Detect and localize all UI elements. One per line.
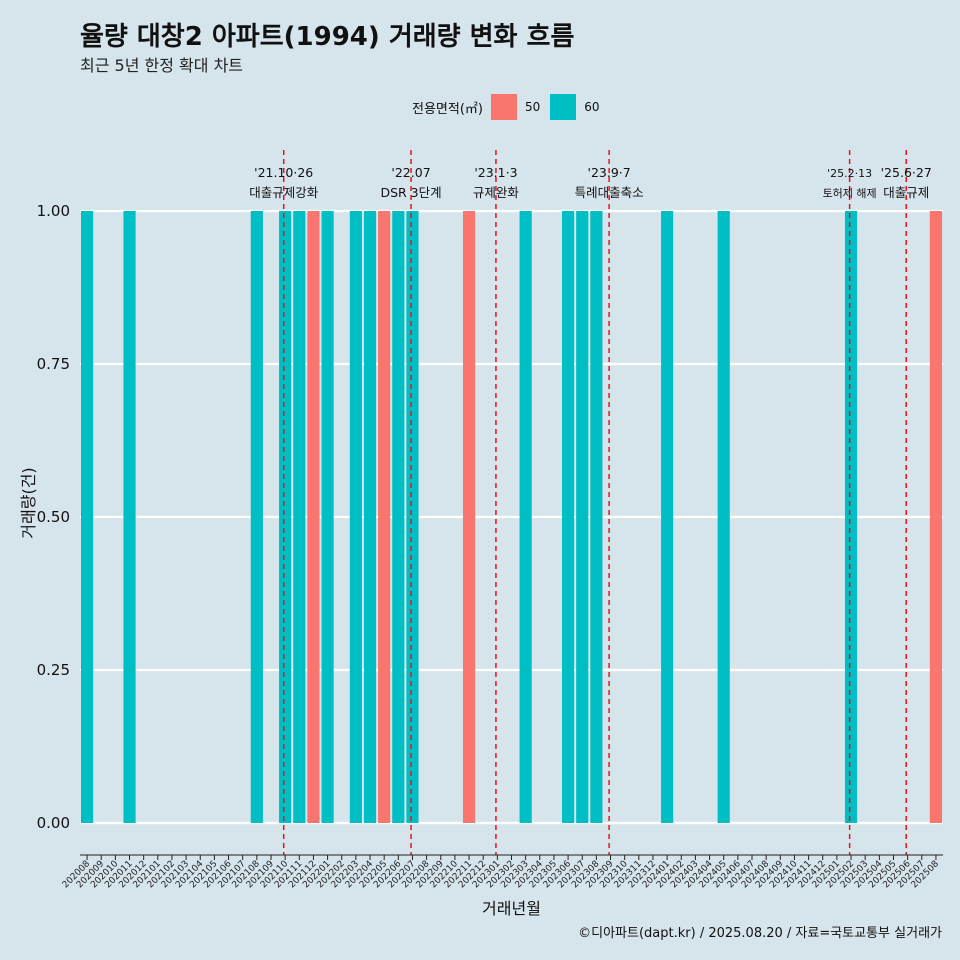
event-date-label: '23.9·7 bbox=[588, 165, 631, 180]
bar-60 bbox=[406, 211, 419, 823]
y-tick-label: 0.25 bbox=[37, 661, 70, 679]
event-date-label: '25.2·13 bbox=[827, 167, 872, 180]
y-tick-label: 0.50 bbox=[37, 508, 70, 526]
event-label: 특례대출축소 bbox=[575, 185, 644, 200]
bar-60 bbox=[717, 211, 730, 823]
event-date-label: '21.10·26 bbox=[254, 165, 313, 180]
bar-50 bbox=[378, 211, 391, 823]
bar-60 bbox=[576, 211, 589, 823]
chart-title: 율량 대창2 아파트(1994) 거래량 변화 흐름 bbox=[80, 22, 575, 52]
event-label: 토허제 해제 bbox=[823, 186, 877, 200]
bar-60 bbox=[349, 211, 362, 823]
legend-label-50: 50 bbox=[524, 100, 541, 114]
event-date-label: '22.07 bbox=[391, 165, 430, 180]
y-axis-title: 거래량(건) bbox=[19, 467, 38, 538]
bar-60 bbox=[293, 211, 306, 823]
y-tick-label: 1.00 bbox=[37, 202, 70, 220]
bar-60 bbox=[250, 211, 263, 823]
y-tick-label: 0.00 bbox=[37, 814, 70, 832]
bar-50 bbox=[307, 211, 320, 823]
legend-key-60 bbox=[550, 94, 577, 120]
event-label: 대출규제 bbox=[883, 185, 929, 200]
bar-60 bbox=[562, 211, 575, 823]
event-label: 규제완화 bbox=[473, 185, 520, 200]
event-label: 대출규제강화 bbox=[249, 185, 319, 200]
bar-50 bbox=[462, 211, 476, 823]
bar-60 bbox=[123, 211, 136, 823]
legend-key-50 bbox=[490, 94, 517, 120]
legend-title: 전용면적(㎡) bbox=[412, 101, 483, 117]
x-axis-title: 거래년월 bbox=[482, 899, 541, 918]
bar-60 bbox=[279, 211, 292, 823]
bar-60 bbox=[392, 211, 405, 823]
event-label: DSR 3단계 bbox=[380, 185, 441, 200]
bar-60 bbox=[661, 211, 674, 823]
event-date-label: '25.6·27 bbox=[881, 165, 932, 180]
legend-label-60: 60 bbox=[584, 100, 600, 114]
bar-60 bbox=[590, 211, 603, 823]
bar-60 bbox=[844, 211, 858, 823]
bar-50 bbox=[929, 211, 943, 823]
chart-subtitle: 최근 5년 한정 확대 차트 bbox=[80, 56, 244, 75]
source-caption: ©디아파트(dapt.kr) / 2025.08.20 / 자료=국토교통부 실… bbox=[578, 926, 942, 941]
y-tick-label: 0.75 bbox=[37, 355, 70, 373]
bar-60 bbox=[321, 211, 334, 823]
bar-60 bbox=[519, 211, 532, 823]
event-date-label: '23.1·3 bbox=[474, 165, 517, 180]
bar-60 bbox=[363, 211, 377, 823]
legend: 전용면적(㎡) 50 60 bbox=[412, 93, 610, 121]
bar-60 bbox=[80, 211, 94, 823]
